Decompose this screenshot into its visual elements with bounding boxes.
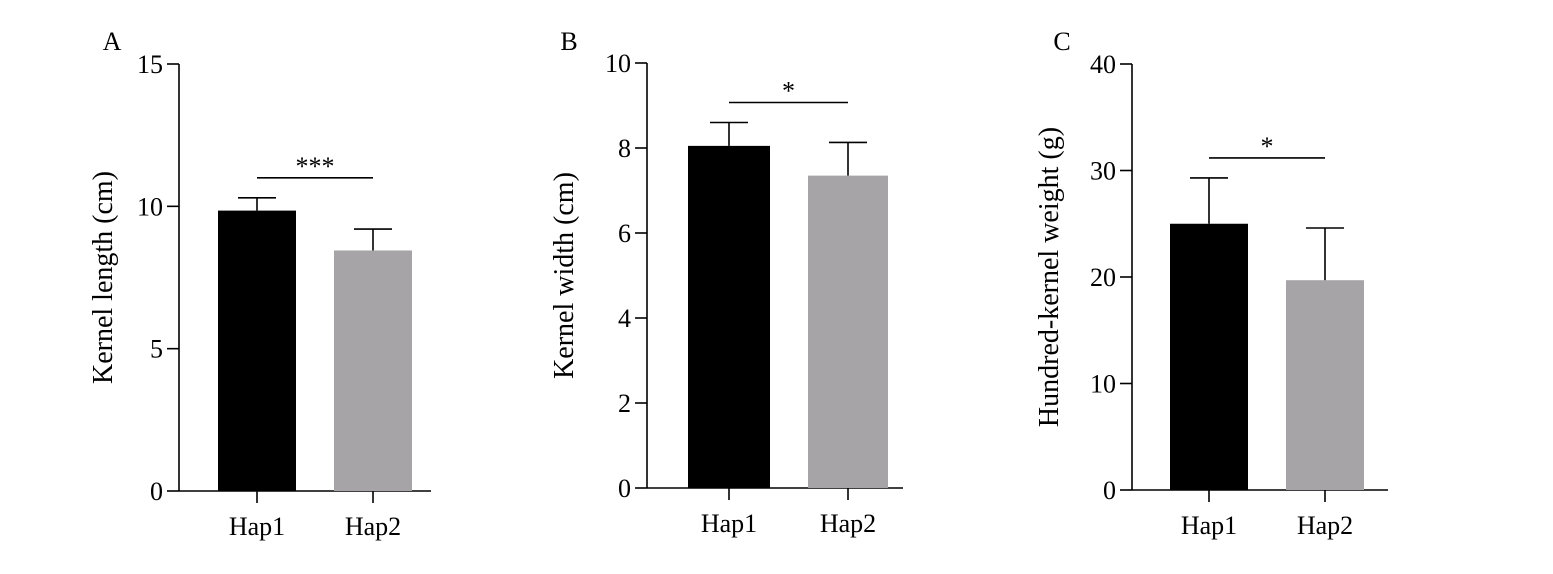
y-axis-title: Hundred-kernel weight (g) [1034, 127, 1065, 427]
panel-label: B [560, 27, 577, 56]
y-axis-title: Kernel width (cm) [549, 172, 580, 379]
panel-label: C [1053, 27, 1070, 56]
x-tick-label: Hap1 [701, 509, 757, 538]
panel-a: A 0 5 10 15 Kernel length (cm) Hap1 Hap2 *** [88, 27, 431, 541]
x-tick-label: Hap2 [820, 509, 876, 538]
x-tick-label: Hap2 [345, 512, 401, 541]
bar-hap1 [218, 210, 296, 491]
bar-hap2 [334, 250, 412, 491]
y-tick-label: 10 [605, 49, 631, 78]
bar-hap1 [1170, 223, 1248, 490]
y-tick-label: 2 [618, 389, 631, 418]
y-tick-label: 4 [618, 304, 631, 333]
y-tick-label: 10 [137, 192, 163, 221]
x-tick-label: Hap1 [229, 512, 285, 541]
y-tick-label: 0 [150, 477, 163, 506]
y-tick-label: 0 [1103, 476, 1116, 505]
significance-marker: * [1261, 132, 1274, 161]
y-tick-label: 0 [618, 474, 631, 503]
y-tick-label: 30 [1090, 157, 1116, 186]
x-tick-label: Hap2 [1297, 511, 1353, 540]
y-axis-title: Kernel length (cm) [88, 171, 119, 384]
panel-label: A [103, 27, 122, 56]
bar-hap2 [1286, 280, 1364, 490]
panel-c: C 0 10 20 30 40 Hundred-kernel weight (g) Hap1 H… [1034, 27, 1388, 540]
bar-hap2 [808, 175, 888, 488]
significance-marker: *** [296, 152, 335, 181]
significance-marker: * [782, 77, 795, 106]
y-tick-label: 40 [1090, 50, 1116, 79]
y-tick-label: 6 [618, 219, 631, 248]
y-tick-label: 15 [137, 50, 163, 79]
y-tick-label: 5 [150, 335, 163, 364]
bar-hap1 [688, 145, 770, 488]
y-tick-label: 10 [1090, 370, 1116, 399]
y-tick-label: 20 [1090, 263, 1116, 292]
x-tick-label: Hap1 [1181, 511, 1237, 540]
y-tick-label: 8 [618, 134, 631, 163]
panel-b: B 0 2 4 6 8 10 Kernel width (cm) Hap1 Hap2 * [549, 27, 903, 538]
